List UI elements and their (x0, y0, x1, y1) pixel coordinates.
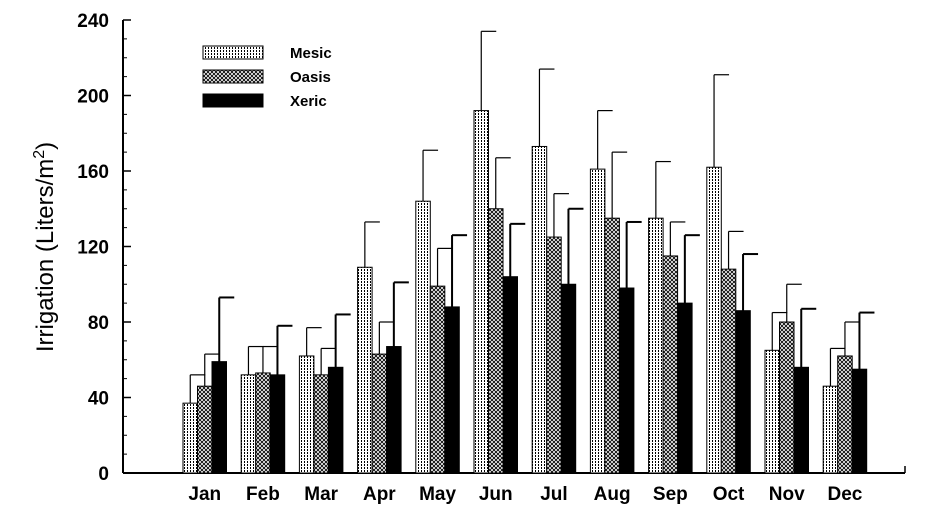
x-tick-label: Nov (769, 484, 805, 505)
legend-swatch-mesic (202, 45, 264, 60)
y-tick-label: 120 (77, 238, 109, 259)
x-tick-label: Jun (479, 484, 513, 505)
bar-mesic (182, 402, 198, 474)
y-ticks: 0 40 80 120 160 200 240 (77, 11, 131, 485)
bar-oasis (779, 321, 795, 474)
x-tick-label: Apr (363, 484, 396, 505)
legend-swatch-oasis (202, 69, 264, 84)
x-tick-label: Oct (713, 484, 745, 505)
bar-oasis (371, 353, 388, 474)
x-tick-labels: Jan Feb Mar Apr May Jun Jul Aug Sep Oct Nov Dec (188, 484, 862, 505)
bar-oasis (313, 374, 329, 474)
bar-xeric (327, 366, 344, 474)
bar-xeric (851, 368, 868, 474)
bar-oasis (255, 372, 271, 474)
y-axis-title-superscript: 2 (31, 150, 48, 159)
y-tick-label: 0 (98, 464, 109, 485)
bar-mesic (589, 168, 606, 474)
bar-mesic (415, 200, 431, 474)
bar-mesic (764, 349, 780, 474)
x-tick-label: May (419, 484, 456, 505)
y-tick-label: 200 (77, 87, 109, 108)
x-tick-label: Jul (540, 484, 567, 505)
bar-oasis (720, 268, 737, 474)
y-tick-label: 40 (88, 389, 109, 410)
bar-xeric (677, 302, 693, 474)
bar-oasis (837, 355, 853, 474)
x-tick-label: Feb (246, 484, 280, 505)
legend-label-xeric: Xeric (290, 93, 327, 110)
y-tick-label: 80 (88, 313, 109, 334)
bar-oasis (488, 208, 504, 474)
bar-xeric (560, 283, 577, 474)
x-tick-label: Aug (594, 484, 631, 505)
bar-xeric (735, 310, 751, 474)
bars (182, 30, 875, 474)
bar-oasis (546, 236, 562, 474)
legend-label-oasis: Oasis (290, 69, 331, 86)
bar-oasis (662, 255, 679, 474)
bar-xeric (386, 346, 402, 474)
bar-mesic (357, 266, 373, 474)
x-tick-label: Mar (304, 484, 338, 505)
bar-oasis (604, 217, 620, 474)
y-tick-label: 160 (77, 162, 109, 183)
legend-swatch-xeric (202, 93, 264, 108)
bar-xeric (269, 374, 286, 474)
bar-oasis (197, 385, 213, 474)
bar-xeric (618, 287, 635, 474)
x-tick-label: Jan (188, 484, 221, 505)
bar-mesic (531, 145, 548, 474)
bar-mesic (648, 217, 664, 474)
y-axis-title: Irrigation (Liters/m2) (31, 142, 59, 352)
bar-mesic (822, 385, 839, 474)
bar-mesic (298, 355, 315, 474)
bar-mesic (473, 110, 489, 474)
bar-xeric (502, 276, 518, 474)
x-tick-label: Dec (828, 484, 863, 505)
bar-xeric (793, 366, 809, 474)
bar-xeric (444, 306, 460, 474)
legend: Mesic Oasis Xeric (202, 45, 332, 110)
bar-mesic (240, 374, 257, 474)
y-tick-label: 240 (77, 11, 109, 32)
bar-xeric (211, 361, 227, 474)
bar-oasis (429, 285, 446, 474)
x-tick-label: Sep (653, 484, 688, 505)
legend-label-mesic: Mesic (290, 45, 332, 62)
bar-mesic (706, 166, 722, 474)
